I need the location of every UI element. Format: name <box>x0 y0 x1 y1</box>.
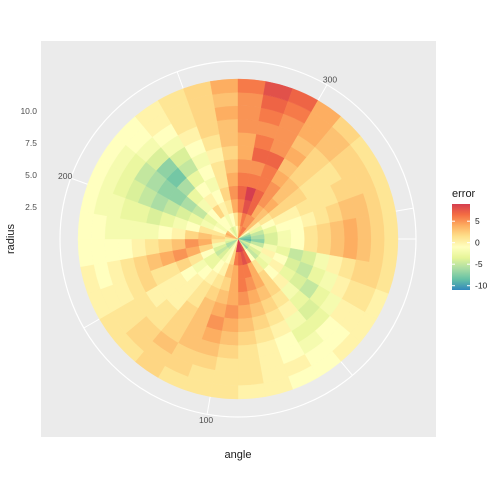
angle-tick-label: 100 <box>199 415 213 425</box>
legend-ticks: 5 0 -5 -10 <box>452 216 488 291</box>
heat-cell <box>77 210 94 240</box>
heat-cell <box>329 238 345 258</box>
radius-tick-label: 10.0 <box>20 106 37 116</box>
heat-cell <box>216 118 239 135</box>
heat-cell <box>342 238 359 261</box>
heat-cell <box>209 78 239 95</box>
heat-cell <box>104 215 121 240</box>
heat-cell <box>209 383 239 400</box>
legend-tick-label: -10 <box>475 281 488 291</box>
heat-cell <box>355 238 372 263</box>
heat-cell <box>214 105 239 122</box>
legend: error 5 0 -5 -10 <box>452 188 488 291</box>
legend-tick-label: -5 <box>475 259 483 269</box>
heat-cell <box>237 92 264 108</box>
angle-tick-label: 300 <box>323 75 337 85</box>
heat-cell <box>212 370 239 386</box>
heat-cell <box>221 145 239 161</box>
x-axis-title: angle <box>225 449 252 461</box>
heat-cell <box>223 158 239 174</box>
heat-cell <box>382 238 399 268</box>
heat-cell <box>117 238 134 261</box>
heat-cell <box>237 304 253 320</box>
heat-cell <box>77 238 94 268</box>
heat-cell <box>237 343 260 360</box>
heat-cell <box>157 238 173 254</box>
heat-cell <box>91 238 107 265</box>
heat-cell <box>237 132 257 148</box>
tick-layer: 2.5 5.0 7.5 10.0 100 200 300 <box>20 75 337 426</box>
heat-cell <box>237 330 257 346</box>
radius-tick-label: 5.0 <box>25 170 37 180</box>
heat-cell <box>237 145 255 161</box>
heat-cell <box>316 222 332 240</box>
heat-cell <box>369 238 385 265</box>
heat-cell <box>144 238 160 256</box>
legend-tick-label: 5 <box>475 216 480 226</box>
heat-cell <box>144 222 160 240</box>
angle-tick-label: 200 <box>58 171 72 181</box>
heat-cell <box>237 370 264 386</box>
y-axis-title: radius <box>5 224 17 254</box>
heat-cell <box>131 238 147 258</box>
heat-cell <box>131 220 147 240</box>
heat-cell <box>329 220 345 240</box>
heat-cell <box>303 224 319 240</box>
heat-cell <box>104 238 121 263</box>
cells-layer <box>77 78 399 400</box>
heat-cell <box>219 330 239 346</box>
heat-cell <box>237 105 262 122</box>
heat-cell <box>214 356 239 373</box>
heat-cell <box>117 217 134 240</box>
radius-tick-label: 2.5 <box>25 202 37 212</box>
heat-cell <box>221 317 239 333</box>
heat-cell <box>216 343 239 360</box>
heat-cell <box>212 92 239 108</box>
heat-cell <box>342 217 359 240</box>
heat-cell <box>237 383 267 400</box>
radius-tick-label: 7.5 <box>25 138 37 148</box>
heat-cell <box>237 317 255 333</box>
heat-cell <box>382 210 399 240</box>
heat-cell <box>237 356 262 373</box>
heat-cell <box>219 132 239 148</box>
heat-cell <box>237 118 260 135</box>
heat-cell <box>355 215 372 240</box>
legend-colorbar <box>452 204 470 290</box>
heat-cell <box>91 213 107 240</box>
heat-cell <box>237 78 267 95</box>
legend-title: error <box>452 188 476 200</box>
heat-cell <box>316 238 332 256</box>
heat-cell <box>369 213 385 240</box>
legend-tick-label: 0 <box>475 238 480 248</box>
